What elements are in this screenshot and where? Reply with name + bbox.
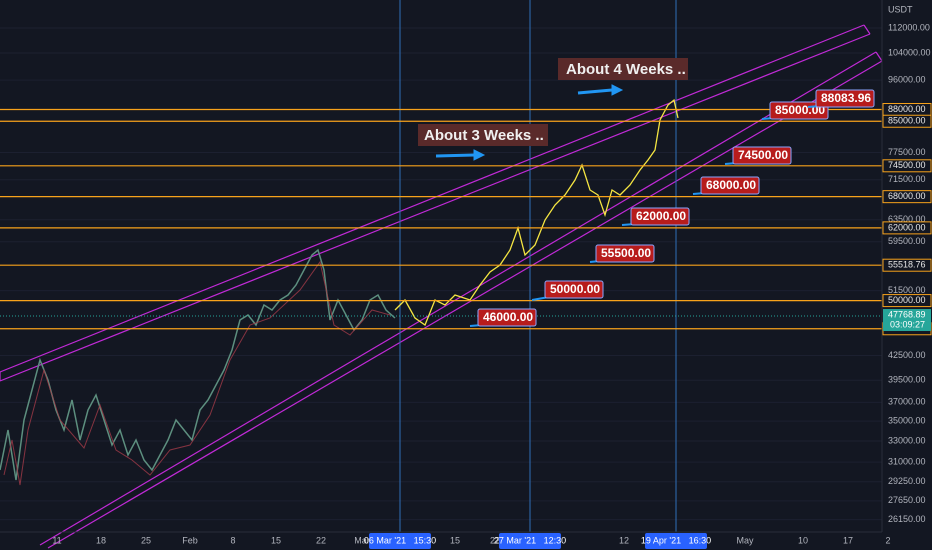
price-label: 104000.00 bbox=[888, 47, 931, 57]
callout-label: 74500.00 bbox=[738, 148, 788, 162]
time-label: 18 bbox=[96, 535, 106, 545]
price-label: 27650.00 bbox=[888, 495, 926, 505]
level-label: 74500.00 bbox=[888, 160, 926, 170]
callout-label: 50000.00 bbox=[550, 282, 600, 296]
time-label: 15 bbox=[450, 535, 460, 545]
annotation-box bbox=[558, 58, 688, 80]
level-tag bbox=[882, 221, 932, 235]
unit-label: USDT bbox=[888, 4, 913, 14]
price-label: 42500.00 bbox=[888, 350, 926, 360]
callout-box bbox=[815, 89, 875, 108]
callout-label: 68000.00 bbox=[706, 178, 756, 192]
date-tag bbox=[645, 533, 707, 549]
callout-label: 88083.96 bbox=[821, 91, 871, 105]
time-label: Mar bbox=[354, 535, 370, 545]
callout-box bbox=[544, 280, 604, 299]
date-label: 19 Apr '21 16:30 bbox=[641, 535, 711, 545]
price-label: 26150.00 bbox=[888, 514, 926, 524]
price-label: 77500.00 bbox=[888, 147, 926, 157]
level-label: 50000.00 bbox=[888, 295, 926, 305]
current-price-tag bbox=[883, 309, 931, 332]
date-tag bbox=[369, 533, 431, 549]
price-label: 39500.00 bbox=[888, 375, 926, 385]
current-price: 47768.89 bbox=[888, 309, 926, 319]
annotation: About 4 Weeks .. bbox=[566, 61, 686, 78]
axis-labels: 112000.00 104000.00 96000.00 77500.00 71500.… bbox=[52, 22, 932, 549]
callout-box bbox=[477, 308, 537, 327]
time-label: 15 bbox=[271, 535, 281, 545]
price-history bbox=[0, 248, 396, 481]
time-label: Feb bbox=[182, 535, 198, 545]
price-label: 71500.00 bbox=[888, 174, 926, 184]
annotation-box bbox=[418, 124, 548, 146]
price-label: 51500.00 bbox=[888, 285, 926, 295]
price-label: 63500.00 bbox=[888, 214, 926, 224]
level-tag bbox=[882, 294, 932, 308]
price-label: 31000.00 bbox=[888, 457, 926, 467]
time-label: 17 bbox=[843, 535, 853, 545]
callout-box bbox=[700, 176, 760, 195]
level-label: 68000.00 bbox=[888, 191, 926, 201]
time-label: 2 bbox=[885, 535, 890, 545]
channel-line bbox=[0, 24, 865, 373]
callout-box bbox=[630, 207, 690, 226]
time-label: 22 bbox=[490, 535, 500, 545]
date-label: 27 Mar '21 12:30 bbox=[494, 535, 566, 545]
price-label: 96000.00 bbox=[888, 74, 926, 84]
level-tag bbox=[882, 190, 932, 204]
time-label: 22 bbox=[316, 535, 326, 545]
level-tag bbox=[882, 159, 932, 173]
level-tag bbox=[882, 114, 932, 128]
levels bbox=[0, 108, 882, 330]
channel-line bbox=[47, 60, 883, 549]
level-label: 85000.00 bbox=[888, 116, 926, 126]
callout-box bbox=[732, 146, 792, 165]
level-label: 62000.00 bbox=[888, 222, 926, 232]
price-label: 35000.00 bbox=[888, 416, 926, 426]
time-label: May bbox=[736, 535, 754, 545]
countdown: 03:09:27 bbox=[890, 319, 925, 329]
arrows bbox=[435, 84, 624, 161]
level-label: 55518.76 bbox=[888, 260, 926, 270]
time-label: 25 bbox=[141, 535, 151, 545]
price-label: 37000.00 bbox=[888, 397, 926, 407]
price-label: 29250.00 bbox=[888, 476, 926, 486]
callout-label: 55500.00 bbox=[601, 246, 651, 260]
time-label: 10 bbox=[798, 535, 808, 545]
projection-path bbox=[394, 98, 679, 327]
price-label: 112000.00 bbox=[888, 22, 930, 32]
channel-line bbox=[0, 33, 871, 382]
price-history bbox=[3, 260, 391, 486]
price-label: 59500.00 bbox=[888, 236, 926, 246]
date-lines bbox=[399, 0, 677, 532]
channel bbox=[0, 24, 883, 549]
date-tag bbox=[499, 533, 561, 549]
price-label: 33000.00 bbox=[888, 435, 926, 445]
time-label: 11 bbox=[52, 535, 61, 545]
price-axis bbox=[882, 0, 932, 550]
level-label: 88000.00 bbox=[888, 104, 926, 114]
grid bbox=[0, 27, 882, 521]
time-label: 8 bbox=[230, 535, 235, 545]
callout-box bbox=[595, 244, 655, 263]
time-label: 12 bbox=[619, 535, 629, 545]
callout-label: 46000.00 bbox=[483, 310, 533, 324]
date-label: 06 Mar '21 15:30 bbox=[364, 535, 436, 545]
callouts: 46000.00 50000.00 55500.00 62000.00 68000.00… bbox=[469, 89, 875, 327]
annotation: About 3 Weeks .. bbox=[424, 127, 544, 144]
level-tag bbox=[882, 258, 932, 272]
channel-line bbox=[39, 51, 877, 546]
callout-label: 62000.00 bbox=[636, 209, 686, 223]
